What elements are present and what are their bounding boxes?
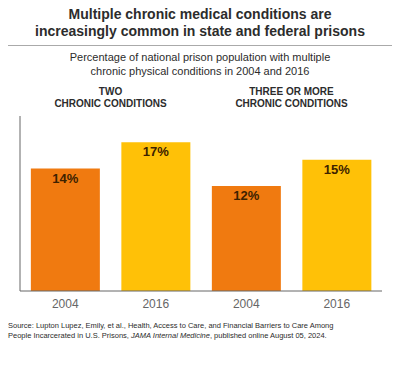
svg-text:15%: 15% [324, 162, 350, 177]
svg-text:2016: 2016 [323, 297, 350, 311]
html-text:Percentage of national prison: Percentage of national prison population… [69, 51, 331, 77]
svg-text:2016: 2016 [142, 297, 169, 311]
svg-text:2004: 2004 [52, 297, 79, 311]
html-text:People Incarcerated in U.S. Pr: People Incarcerated in U.S. Prisons, JAM… [8, 331, 327, 340]
svg-text:12%: 12% [233, 188, 259, 203]
svg-text:2004: 2004 [233, 297, 260, 311]
svg-text:14%: 14% [52, 171, 78, 186]
html-text:Source: Lupton Lupez, Emily, e: Source: Lupton Lupez, Emily, et al., Hea… [8, 321, 334, 330]
html-text:Multiple chronic medical condi: Multiple chronic medical conditions are … [35, 6, 365, 39]
html-text:TWO CHRONIC CONDITIONS: TWO CHRONIC CONDITIONS [54, 86, 167, 109]
html-text:THREE OR MORE CHRONIC CONDITIO: THREE OR MORE CHRONIC CONDITIONS [235, 86, 348, 109]
svg-text:17%: 17% [143, 144, 169, 159]
